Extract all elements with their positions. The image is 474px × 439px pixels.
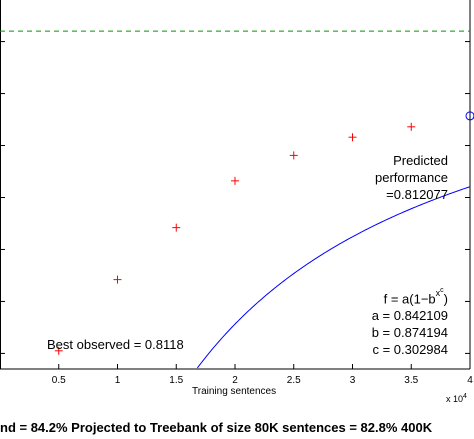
predicted-line-2: performance: [375, 170, 448, 185]
observed-point-1: [113, 275, 122, 284]
observed-point-0: [54, 346, 63, 355]
x-tick-label-4: 2.5: [287, 375, 301, 386]
formula-main: f = a(1−b: [383, 291, 436, 307]
param-c: c = 0.302984: [372, 342, 448, 358]
param-b: b = 0.874194: [371, 325, 448, 341]
predicted-annotation: Predicted performance =0.812077: [352, 152, 448, 203]
best-observed-label: Best observed = 0.8118: [47, 337, 184, 352]
observed-point-2: [172, 223, 181, 232]
x-tick-label-1: 1: [115, 375, 121, 386]
observed-point-5: [348, 133, 357, 142]
x-tick-label-3: 2: [232, 375, 238, 386]
observed-point-4: [289, 151, 298, 160]
x-exponent-base: x 10: [446, 394, 464, 404]
x-ticks: 0.5 1 1.5 2 2.5 3 3.5 4: [52, 364, 473, 386]
y-ticks: [0, 41, 470, 354]
fit-layer: [197, 186, 471, 369]
predicted-point-0: [465, 111, 474, 121]
x-exponent-label: x 104: [446, 393, 467, 404]
points-layer: [54, 122, 416, 355]
formula-close: ): [443, 291, 448, 307]
x-tick-label-5: 3: [350, 375, 356, 386]
x-exponent-power: 4: [463, 393, 467, 400]
predicted-line-3: =0.812077: [386, 187, 448, 202]
x-tick-label-0: 0.5: [52, 375, 66, 386]
x-tick-label-2: 1.5: [169, 375, 183, 386]
formula-sup: x: [435, 288, 441, 298]
param-a: a = 0.842109: [371, 308, 448, 324]
figure-caption: nd = 84.2% Projected to Treebank of size…: [0, 420, 433, 435]
fit-formula: f = a(1−bxc): [340, 284, 448, 307]
fit-curve: [197, 186, 471, 369]
observed-point-6: [407, 122, 416, 131]
x-axis-label: Training sentences: [192, 386, 277, 397]
predicted-layer: [465, 111, 474, 121]
x-tick-label-6: 3.5: [404, 375, 418, 386]
x-tick-label-7: 4: [467, 375, 473, 386]
observed-point-3: [231, 176, 239, 185]
fit-parameters: f = a(1−bxc) a = 0.842109 b = 0.874194 c…: [340, 280, 448, 358]
formula-supsup: c: [440, 287, 444, 294]
predicted-line-1: Predicted: [393, 153, 448, 168]
